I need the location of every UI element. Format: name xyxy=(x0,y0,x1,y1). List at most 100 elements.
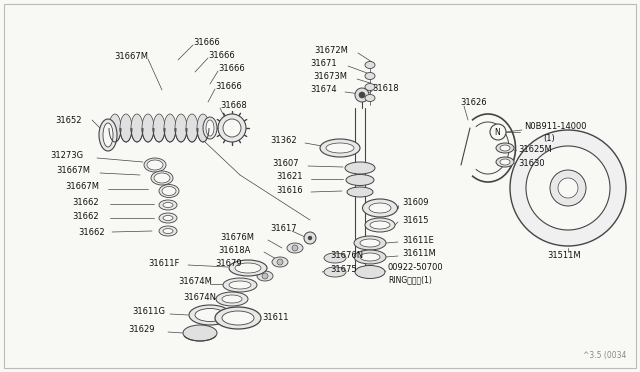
Ellipse shape xyxy=(365,73,375,80)
Text: 31672M: 31672M xyxy=(314,45,348,55)
Text: 31666: 31666 xyxy=(208,51,235,60)
Text: 31674N: 31674N xyxy=(183,292,216,301)
Ellipse shape xyxy=(109,114,121,142)
Ellipse shape xyxy=(159,226,177,236)
Ellipse shape xyxy=(324,253,346,263)
Ellipse shape xyxy=(162,186,176,196)
Ellipse shape xyxy=(360,253,380,261)
Text: (1): (1) xyxy=(543,134,555,142)
Ellipse shape xyxy=(163,228,173,234)
Text: 31674: 31674 xyxy=(310,84,337,93)
Ellipse shape xyxy=(153,114,165,142)
Ellipse shape xyxy=(500,145,510,151)
Text: 31673M: 31673M xyxy=(313,71,347,80)
Text: 31626: 31626 xyxy=(460,97,486,106)
Ellipse shape xyxy=(365,83,375,90)
Text: 31666: 31666 xyxy=(218,64,244,73)
Text: 31675: 31675 xyxy=(330,266,356,275)
Text: 31611F: 31611F xyxy=(148,259,179,267)
Text: 31667M: 31667M xyxy=(65,182,99,190)
Text: 31676N: 31676N xyxy=(330,250,363,260)
Ellipse shape xyxy=(346,174,374,186)
Ellipse shape xyxy=(189,305,231,325)
Ellipse shape xyxy=(235,263,261,273)
Ellipse shape xyxy=(103,123,113,147)
Ellipse shape xyxy=(326,143,354,153)
Text: 31615: 31615 xyxy=(402,215,429,224)
Ellipse shape xyxy=(203,117,217,139)
Circle shape xyxy=(308,236,312,240)
Text: 31621: 31621 xyxy=(276,171,303,180)
Ellipse shape xyxy=(365,61,375,68)
Text: 31676M: 31676M xyxy=(220,232,254,241)
Text: 31611G: 31611G xyxy=(132,308,165,317)
Ellipse shape xyxy=(195,308,225,321)
Text: 31511M: 31511M xyxy=(547,250,581,260)
Ellipse shape xyxy=(345,162,375,174)
Text: 31674M: 31674M xyxy=(178,278,212,286)
Text: 31362: 31362 xyxy=(270,135,296,144)
Circle shape xyxy=(490,124,506,140)
Text: 31616: 31616 xyxy=(276,186,303,195)
Text: 31273G: 31273G xyxy=(50,151,83,160)
Circle shape xyxy=(558,178,578,198)
Text: 31630: 31630 xyxy=(518,158,545,167)
Text: 31666: 31666 xyxy=(215,81,242,90)
Ellipse shape xyxy=(229,260,267,276)
Ellipse shape xyxy=(360,239,380,247)
Text: 31662: 31662 xyxy=(72,198,99,206)
Ellipse shape xyxy=(99,119,117,151)
Text: N: N xyxy=(494,128,500,137)
Ellipse shape xyxy=(320,139,360,157)
Circle shape xyxy=(262,273,268,279)
Ellipse shape xyxy=(175,114,187,142)
Text: 31611E: 31611E xyxy=(402,235,434,244)
Ellipse shape xyxy=(369,203,391,213)
Ellipse shape xyxy=(216,292,248,306)
Ellipse shape xyxy=(147,160,163,170)
Ellipse shape xyxy=(229,281,251,289)
Ellipse shape xyxy=(159,185,179,198)
Ellipse shape xyxy=(354,250,386,264)
Text: 31667M: 31667M xyxy=(114,51,148,61)
Text: 31609: 31609 xyxy=(402,198,429,206)
Ellipse shape xyxy=(206,120,214,136)
Text: 31625M: 31625M xyxy=(518,144,552,154)
Ellipse shape xyxy=(496,157,514,167)
Ellipse shape xyxy=(324,267,346,277)
Text: 31668: 31668 xyxy=(220,100,247,109)
Text: 31629: 31629 xyxy=(128,326,154,334)
Ellipse shape xyxy=(154,173,170,183)
Ellipse shape xyxy=(222,295,242,303)
Circle shape xyxy=(510,130,626,246)
Ellipse shape xyxy=(197,114,209,142)
Text: 31618: 31618 xyxy=(372,83,399,93)
Ellipse shape xyxy=(272,257,288,267)
Ellipse shape xyxy=(496,143,514,153)
Text: 31671: 31671 xyxy=(310,58,337,67)
Text: 31679: 31679 xyxy=(215,259,242,267)
Ellipse shape xyxy=(370,221,390,229)
Ellipse shape xyxy=(257,271,273,281)
Ellipse shape xyxy=(159,213,177,223)
Ellipse shape xyxy=(362,199,397,217)
Circle shape xyxy=(304,232,316,244)
Text: 31607: 31607 xyxy=(272,158,299,167)
Ellipse shape xyxy=(223,119,241,137)
Text: 31667M: 31667M xyxy=(56,166,90,174)
Ellipse shape xyxy=(186,114,198,142)
Ellipse shape xyxy=(347,187,373,197)
Ellipse shape xyxy=(151,171,173,185)
Text: 31666: 31666 xyxy=(193,38,220,46)
Ellipse shape xyxy=(355,266,385,279)
Ellipse shape xyxy=(287,243,303,253)
Text: 00922-50700: 00922-50700 xyxy=(388,263,444,273)
Ellipse shape xyxy=(163,215,173,221)
Ellipse shape xyxy=(142,114,154,142)
Circle shape xyxy=(292,245,298,251)
Ellipse shape xyxy=(500,159,510,165)
Ellipse shape xyxy=(164,114,176,142)
Text: 31662: 31662 xyxy=(72,212,99,221)
Ellipse shape xyxy=(163,202,173,208)
Ellipse shape xyxy=(215,307,261,329)
